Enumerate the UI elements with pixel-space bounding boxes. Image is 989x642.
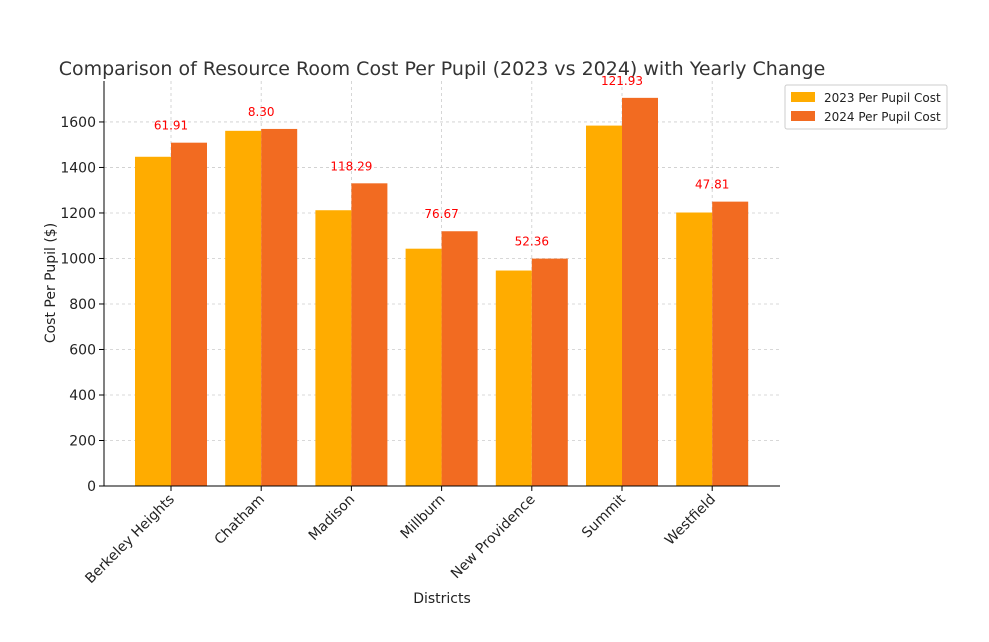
x-tick-label: Westfield bbox=[662, 492, 719, 549]
bar-2023 bbox=[495, 270, 532, 486]
bars bbox=[135, 97, 749, 487]
x-tick-label: New Providence bbox=[448, 492, 539, 583]
x-axis-label: Districts bbox=[413, 591, 471, 607]
y-tick-label: 200 bbox=[69, 433, 96, 449]
y-tick-label: 800 bbox=[69, 297, 96, 313]
bar-2023 bbox=[676, 212, 713, 486]
x-ticks: Berkeley Heights Chatham Madison Millburn Ne… bbox=[82, 486, 719, 587]
legend-frame bbox=[784, 84, 948, 130]
change-label: 76.67 bbox=[424, 207, 458, 221]
legend-swatch-2023 bbox=[791, 92, 815, 102]
bar-2024 bbox=[531, 258, 568, 486]
bar-2023 bbox=[315, 210, 352, 486]
y-tick-label: 0 bbox=[87, 479, 96, 495]
x-tick-label: Madison bbox=[306, 492, 358, 544]
y-ticks: 0 200 400 600 800 1000 1200 1400 1600 bbox=[60, 115, 104, 495]
change-label: 121.93 bbox=[601, 74, 643, 88]
bar-2024 bbox=[622, 97, 658, 487]
change-label: 61.91 bbox=[154, 119, 188, 133]
y-tick-label: 1000 bbox=[60, 251, 96, 267]
x-tick-label: Berkeley Heights bbox=[82, 492, 177, 587]
change-label: 47.81 bbox=[695, 178, 729, 192]
bar-2024 bbox=[261, 128, 298, 486]
bar-2023 bbox=[135, 156, 171, 487]
annotations: 61.91 8.30 118.29 76.67 52.36 121.93 47.81 bbox=[154, 74, 730, 249]
y-axis-label: Cost Per Pupil ($) bbox=[43, 223, 59, 343]
y-tick-label: 1400 bbox=[60, 160, 96, 176]
change-label: 8.30 bbox=[248, 105, 275, 119]
y-tick-label: 1200 bbox=[60, 206, 96, 222]
y-tick-label: 600 bbox=[69, 342, 96, 358]
legend-label-2024: 2024 Per Pupil Cost bbox=[824, 110, 941, 124]
legend-label-2023: 2023 Per Pupil Cost bbox=[824, 91, 941, 105]
legend-swatch-2024 bbox=[791, 111, 815, 121]
bar-2024 bbox=[441, 231, 478, 486]
bar-2024 bbox=[171, 142, 207, 486]
change-label: 118.29 bbox=[330, 159, 372, 173]
y-tick-label: 1600 bbox=[60, 115, 96, 131]
legend: 2023 Per Pupil Cost 2024 Per Pupil Cost bbox=[784, 84, 948, 130]
bar-2023 bbox=[586, 125, 622, 486]
chart-title: Comparison of Resource Room Cost Per Pup… bbox=[59, 58, 826, 80]
change-label: 52.36 bbox=[515, 235, 549, 249]
x-tick-label: Chatham bbox=[212, 492, 268, 548]
x-tick-label: Summit bbox=[579, 491, 629, 541]
y-tick-label: 400 bbox=[69, 388, 96, 404]
bar-2023 bbox=[225, 130, 262, 486]
bar-2024 bbox=[712, 201, 749, 486]
x-tick-label: Millburn bbox=[398, 492, 449, 543]
bar-2024 bbox=[351, 183, 388, 486]
bar-2023 bbox=[405, 248, 442, 486]
